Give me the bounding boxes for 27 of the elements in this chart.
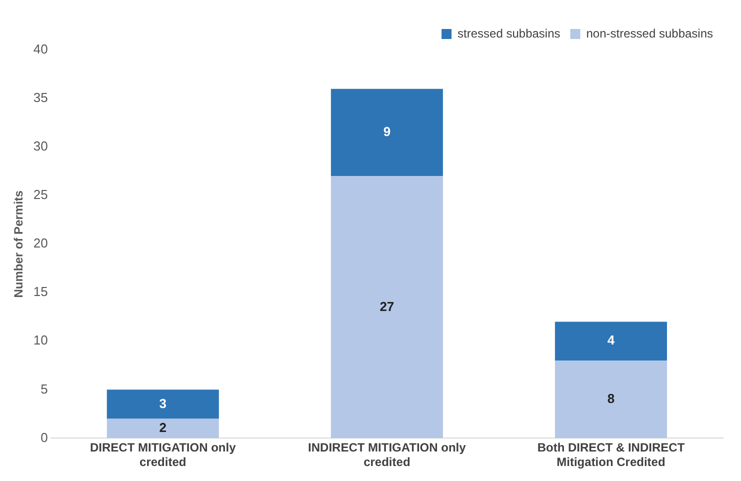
bar [106,418,219,438]
legend-label: non-stressed subbasins [586,26,714,40]
y-tick-label: 15 [33,284,48,300]
bar [554,322,667,361]
y-tick-label: 35 [33,90,48,106]
data-label: 27 [380,298,394,314]
data-label: 9 [383,124,391,140]
y-tick-label: 20 [33,236,48,251]
y-tick-label: 40 [33,42,48,57]
data-label: 3 [159,396,166,411]
y-tick-label: 5 [40,381,48,396]
y-tick-label: 0 [40,430,48,445]
x-tick-label: INDIRECT MITIGATION only credited [308,440,466,470]
y-axis-title: Number of Permits [12,190,26,298]
x-tick-label: DIRECT MITIGATION only credited [90,440,236,470]
bar [330,88,443,176]
y-tick-label: 10 [33,332,48,348]
legend-label: stressed subbasins [458,26,560,40]
bar [330,176,443,438]
bar [106,390,219,419]
y-tick-label: 30 [33,138,48,154]
data-label: 4 [607,332,616,348]
data-label: 8 [607,390,615,406]
x-tick-label: Both DIRECT & INDIRECT Mitigation Credited [537,440,686,470]
bar [554,360,667,438]
y-tick-label: 25 [33,187,48,202]
data-label: 2 [159,420,166,436]
